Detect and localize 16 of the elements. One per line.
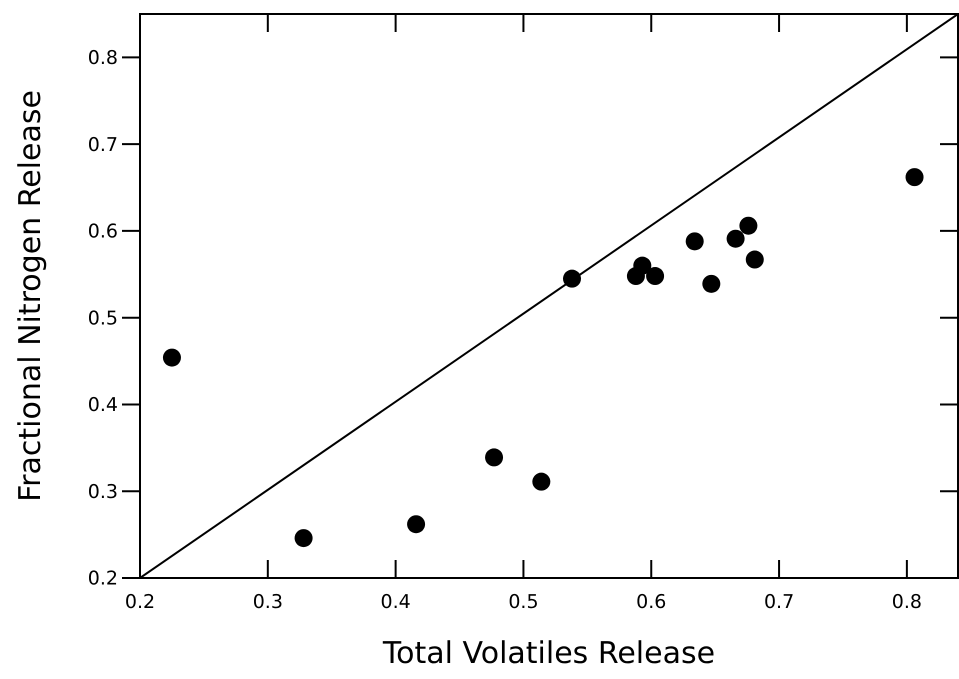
x-tick-label: 0.6 bbox=[636, 591, 666, 613]
y-tick-label: 0.6 bbox=[88, 220, 118, 243]
y-tick-label: 0.7 bbox=[88, 134, 118, 156]
x-tick-label: 0.4 bbox=[380, 591, 411, 613]
y-tick-label: 0.4 bbox=[88, 394, 118, 416]
x-tick-label: 0.8 bbox=[892, 591, 922, 613]
x-tick-label: 0.2 bbox=[124, 591, 156, 613]
x-tick-label: 0.5 bbox=[508, 591, 539, 613]
x-tick-label: 0.7 bbox=[764, 591, 794, 613]
y-axis-title: Fractional Nitrogen Release bbox=[13, 90, 48, 502]
y-tick-label: 0.3 bbox=[88, 480, 118, 503]
y-tick-label: 0.2 bbox=[88, 568, 118, 590]
y-tick-label: 0.5 bbox=[88, 307, 118, 330]
x-tick-label: 0.3 bbox=[252, 591, 283, 613]
y-tick-label: 0.8 bbox=[88, 47, 118, 70]
x-axis-title: Total Volatiles Release bbox=[382, 636, 716, 671]
